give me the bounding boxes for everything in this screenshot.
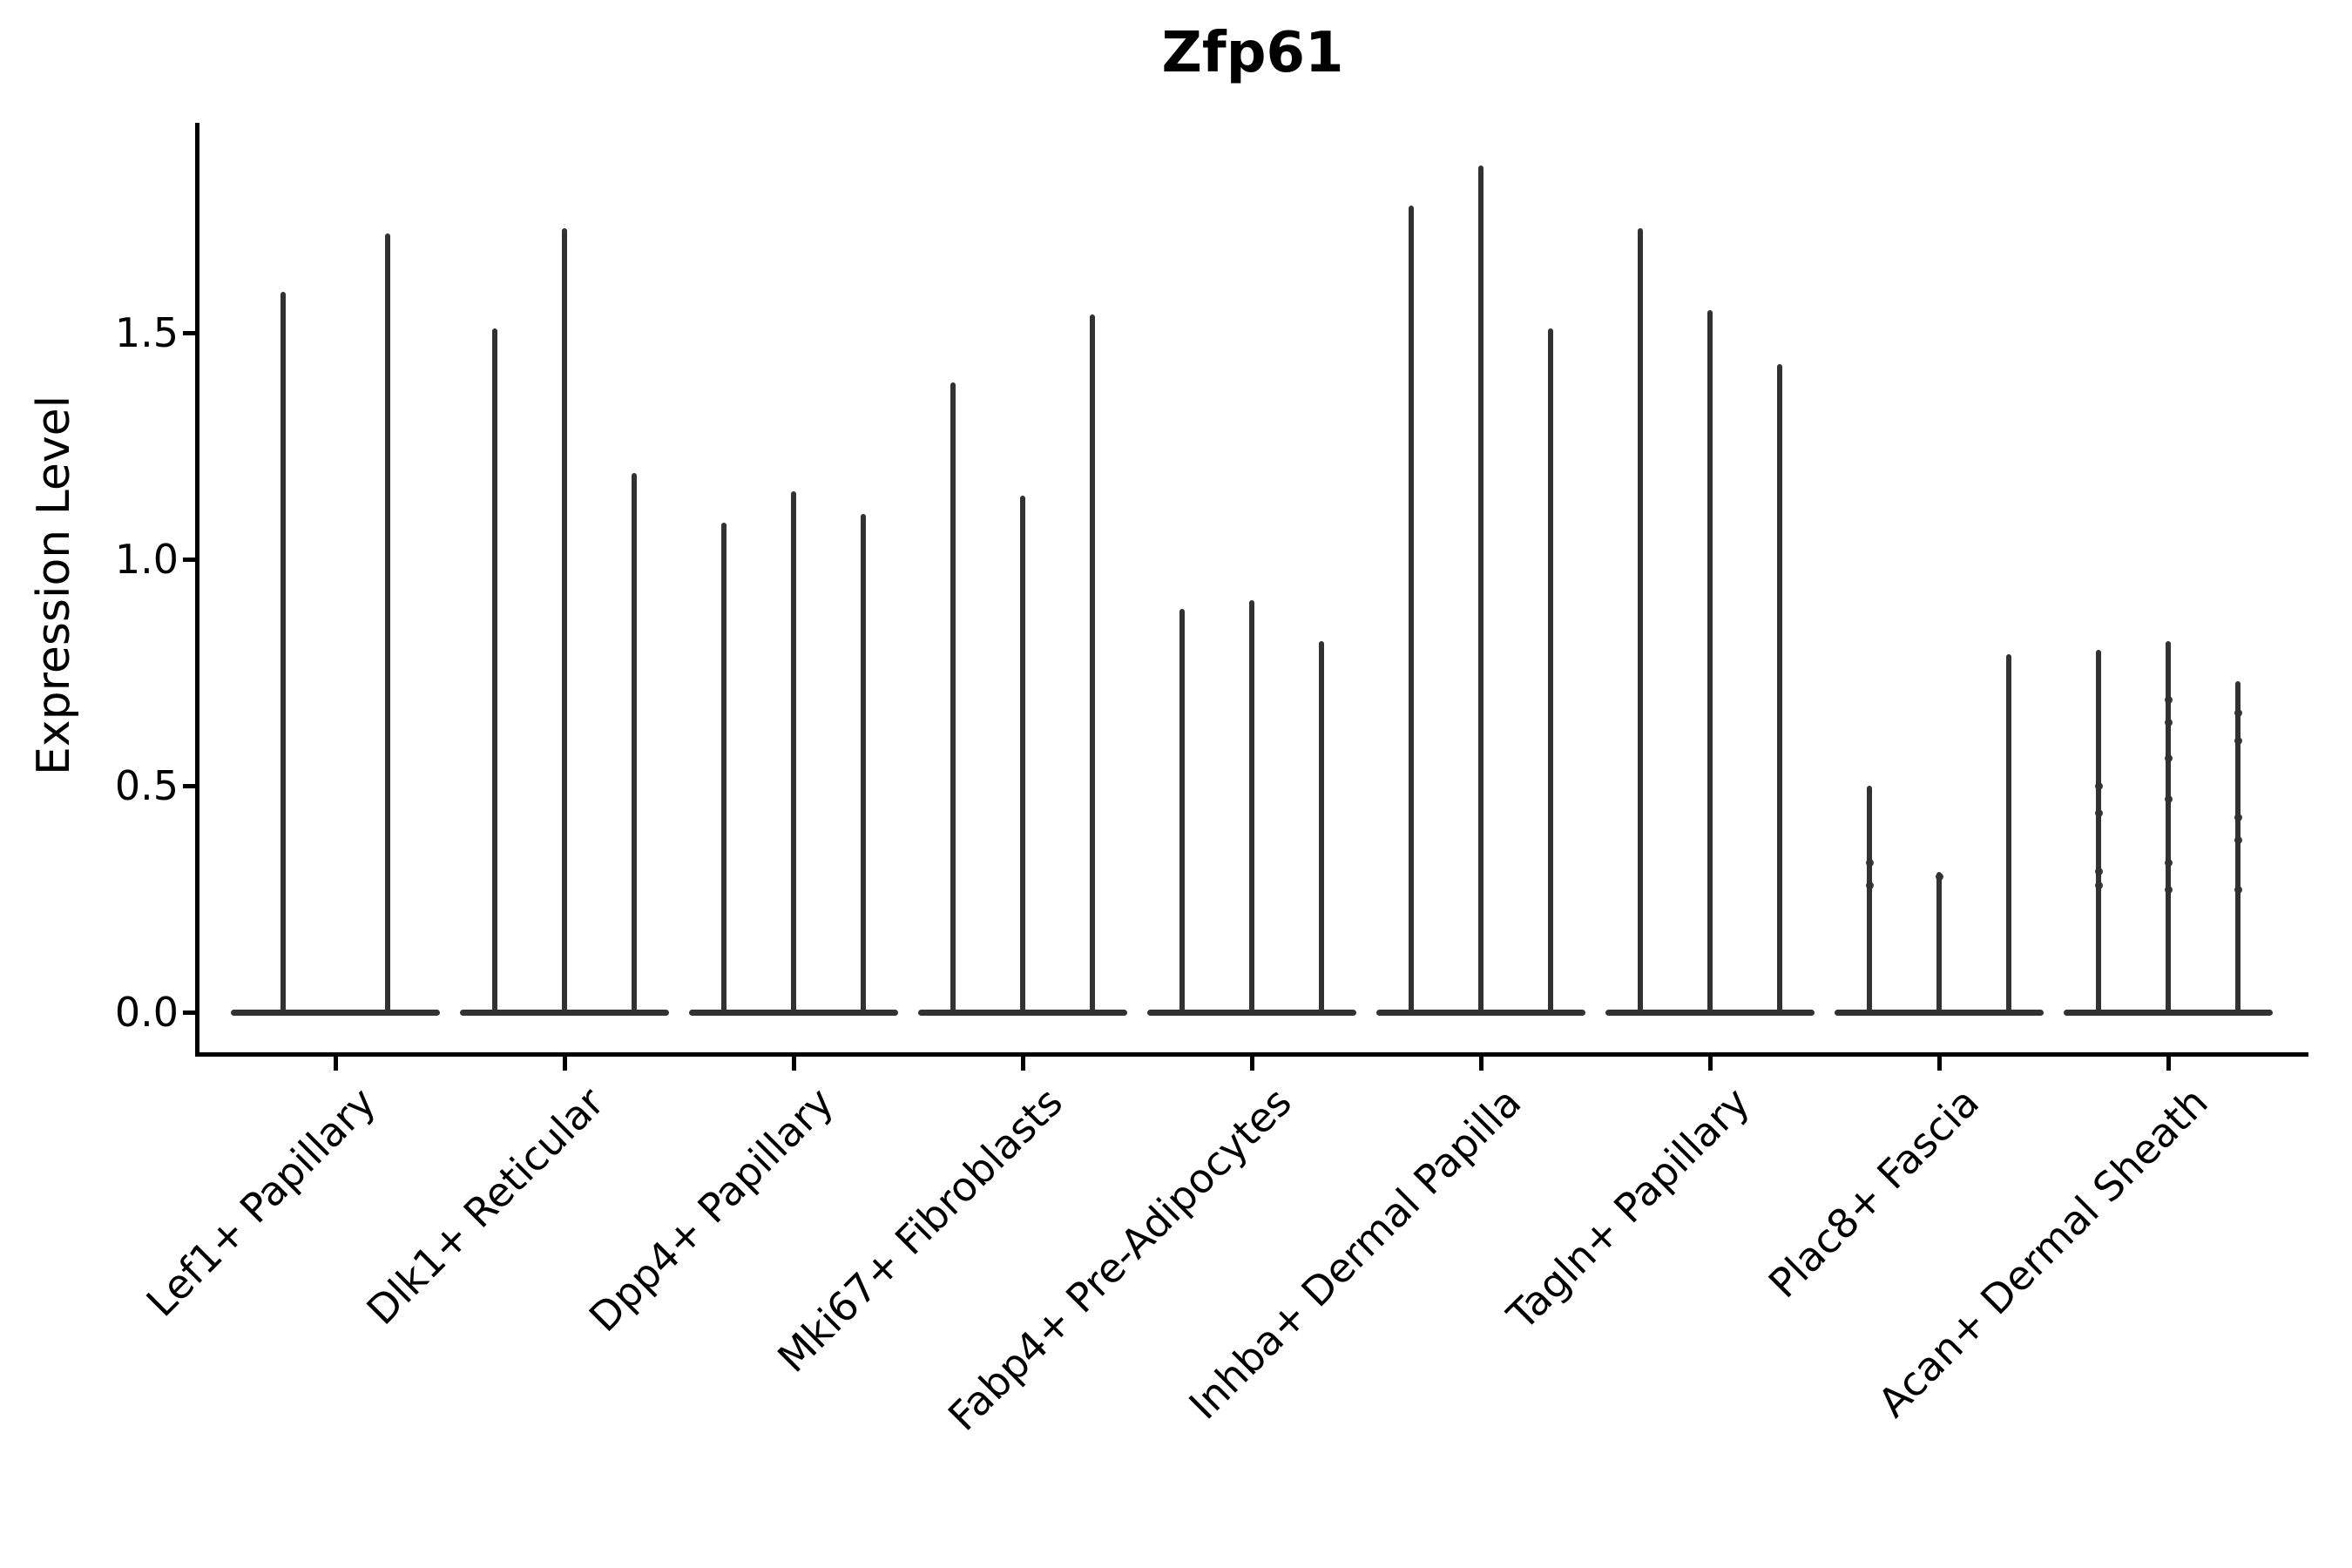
violin-spike-acan-dermal-sheath-1 [2096, 650, 2101, 1015]
x-tick-fabp4-pre-adipocytes [1250, 1057, 1254, 1071]
y-tick-label-0.5: 0.5 [114, 762, 179, 809]
y-tick-0.5 [183, 784, 196, 788]
violin-spike-mki67-fibroblasts-3 [1090, 314, 1095, 1015]
violin-spike-tagln-papillary-2 [1707, 310, 1713, 1015]
y-tick-0.0 [183, 1010, 196, 1015]
cell-point [2234, 835, 2242, 844]
cell-point [2164, 695, 2173, 704]
y-tick-1.0 [183, 558, 196, 562]
cell-point [2164, 754, 2173, 763]
y-axis-label: Expression Level [28, 395, 80, 776]
cell-point [1935, 872, 1943, 881]
violin-spike-inhba-dermal-papilla-1 [1409, 206, 1414, 1015]
x-tick-label-tagln-papillary: Tagln+ Papillary [1498, 1078, 1760, 1339]
violin-spike-inhba-dermal-papilla-3 [1548, 328, 1553, 1015]
x-tick-tagln-papillary [1708, 1057, 1713, 1071]
violin-spike-dpp4-papillary-1 [721, 523, 727, 1015]
cell-point [2234, 813, 2242, 821]
y-tick-label-1.5: 1.5 [114, 309, 179, 356]
x-tick-label-dpp4-papillary: Dpp4+ Papillary [579, 1078, 843, 1342]
violin-spike-lef1-papillary-2 [385, 233, 390, 1015]
violin-spike-dlk1-reticular-2 [562, 228, 567, 1015]
violin-spike-dlk1-reticular-3 [632, 473, 637, 1015]
cell-point [2094, 868, 2103, 876]
cell-point [2094, 881, 2103, 889]
y-tick-1.5 [183, 331, 196, 335]
cell-point [2164, 858, 2173, 867]
violin-spike-dlk1-reticular-1 [492, 328, 497, 1015]
violin-spike-acan-dermal-sheath-3 [2235, 681, 2240, 1015]
cell-point [2094, 808, 2103, 817]
violin-base-lef1-papillary [231, 1009, 440, 1016]
y-tick-label-1.0: 1.0 [114, 536, 179, 583]
cell-point [1865, 881, 1874, 889]
violin-spike-mki67-fibroblasts-1 [950, 382, 956, 1015]
violin-spike-lef1-papillary-1 [280, 292, 286, 1015]
x-tick-plac8-fascia [1937, 1057, 1942, 1071]
cell-point [2094, 781, 2103, 790]
violin-spike-dpp4-papillary-2 [791, 491, 796, 1015]
violin-spike-plac8-fascia-3 [2006, 654, 2011, 1015]
cell-point [2234, 709, 2242, 718]
cell-point [2164, 886, 2173, 895]
violin-spike-fabp4-pre-adipocytes-3 [1319, 640, 1324, 1015]
x-tick-lef1-papillary [334, 1057, 338, 1071]
violin-spike-tagln-papillary-1 [1638, 228, 1643, 1015]
x-tick-mki67-fibroblasts [1021, 1057, 1025, 1071]
violin-spike-tagln-papillary-3 [1777, 364, 1782, 1015]
violin-spike-mki67-fibroblasts-2 [1020, 496, 1025, 1015]
violin-spike-fabp4-pre-adipocytes-1 [1179, 609, 1185, 1015]
cell-point [1865, 858, 1874, 867]
violin-spike-dpp4-papillary-3 [861, 514, 866, 1015]
violin-spike-plac8-fascia-1 [1867, 786, 1872, 1015]
cell-point [2234, 736, 2242, 745]
y-axis-line [195, 123, 199, 1057]
x-tick-dpp4-papillary [792, 1057, 796, 1071]
x-tick-label-dlk1-reticular: Dlk1+ Reticular [357, 1078, 614, 1335]
cell-point [2164, 795, 2173, 804]
x-tick-acan-dermal-sheath [2166, 1057, 2171, 1071]
violin-spike-plac8-fascia-2 [1936, 871, 1942, 1015]
violin-spike-inhba-dermal-papilla-2 [1478, 165, 1484, 1015]
plot-title: Zfp61 [1161, 21, 1344, 85]
x-tick-inhba-dermal-papilla [1479, 1057, 1484, 1071]
x-axis-line [195, 1052, 2308, 1057]
x-tick-dlk1-reticular [563, 1057, 567, 1071]
cell-point [2234, 886, 2242, 895]
violin-spike-acan-dermal-sheath-2 [2166, 640, 2171, 1015]
y-tick-label-0.0: 0.0 [114, 989, 179, 1036]
cell-point [2164, 718, 2173, 727]
x-tick-label-plac8-fascia: Plac8+ Fascia [1759, 1078, 1989, 1308]
x-tick-label-lef1-papillary: Lef1+ Papillary [137, 1078, 385, 1326]
violin-spike-fabp4-pre-adipocytes-2 [1249, 599, 1254, 1015]
